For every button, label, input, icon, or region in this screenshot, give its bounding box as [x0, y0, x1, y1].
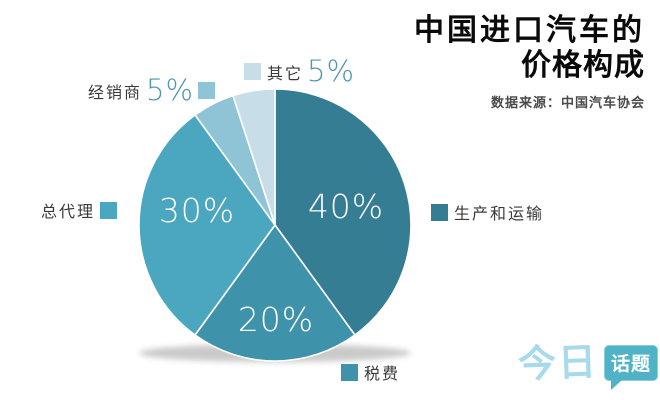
legend-label-dealer: 经销商: [88, 82, 143, 102]
brand-logo-speech-bubble: 话题: [604, 345, 659, 390]
slice-percentage-label-40%: 40%: [308, 187, 384, 226]
slice-percentage-label-20%: 20%: [238, 300, 314, 339]
brand-logo-script-text: 今日: [517, 339, 599, 387]
legend-swatch-tax: [341, 363, 358, 381]
callout-dealer: 经销商 5%: [88, 73, 216, 107]
page-title-line2: 价格构成: [521, 48, 645, 83]
legend-value-other: 5%: [307, 54, 356, 88]
pie-slice-税费: [193, 223, 357, 362]
callout-production: 生产和运输: [431, 200, 544, 224]
brand-logo: 今日 话题: [517, 339, 659, 390]
pie-slice-生产和运输: [274, 88, 412, 337]
data-source-note: 数据来源：中国汽车协会: [490, 96, 645, 111]
legend-label-other: 其它: [267, 63, 304, 83]
legend-label-tax: 税费: [364, 364, 401, 383]
slice-percentage-label-30%: 30%: [159, 191, 235, 230]
legend-swatch-dealer: [198, 82, 216, 99]
page-title-line1: 中国进口汽车的: [414, 13, 645, 48]
legend-swatch-production: [431, 203, 448, 221]
title-block: 中国进口汽车的 价格构成 数据来源：中国汽车协会: [414, 13, 645, 111]
legend-swatch-agent: [100, 201, 118, 219]
callout-tax: 税费: [341, 360, 400, 384]
pie-slice-其它: [231, 88, 276, 226]
legend-label-production: 生产和运输: [454, 204, 545, 223]
callout-agent: 总代理: [41, 198, 118, 222]
legend-value-dealer: 5%: [146, 73, 195, 107]
callout-other: 其它 5%: [244, 57, 355, 86]
legend-label-agent: 总代理: [41, 202, 96, 221]
pie-slice-总代理: [138, 113, 276, 337]
legend-swatch-other: [244, 63, 261, 80]
